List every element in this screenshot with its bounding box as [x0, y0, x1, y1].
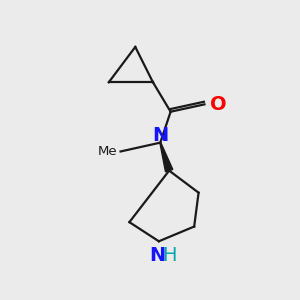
- Text: H: H: [162, 246, 176, 265]
- Text: N: N: [152, 126, 168, 145]
- Polygon shape: [160, 142, 173, 172]
- Text: Me: Me: [98, 145, 118, 158]
- Text: O: O: [210, 95, 226, 114]
- Text: N: N: [149, 246, 166, 265]
